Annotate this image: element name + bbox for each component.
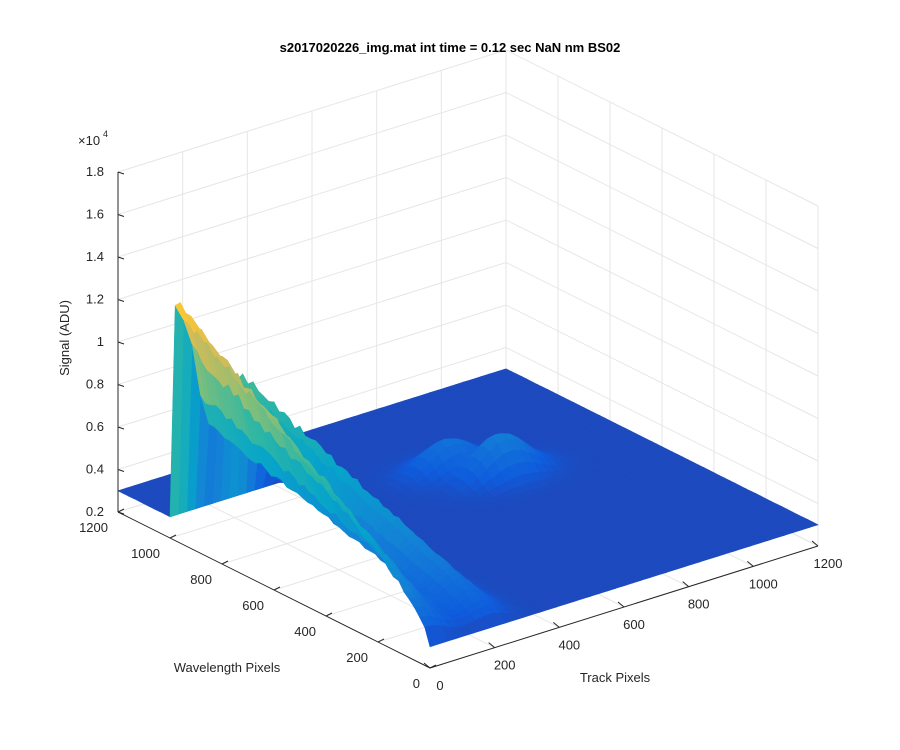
y-tick-mark bbox=[429, 664, 437, 669]
z-tick-mark bbox=[117, 214, 125, 217]
x-tick-mark bbox=[488, 642, 495, 649]
y-tick-label: 600 bbox=[242, 598, 264, 613]
z-exponent-label: ×10 4 bbox=[78, 129, 108, 148]
z-tick-mark bbox=[117, 299, 125, 302]
y-tick-mark bbox=[169, 534, 177, 539]
x-tick-label: 200 bbox=[494, 658, 516, 673]
x-axis-label: Track Pixels bbox=[580, 670, 651, 685]
x-tick-label: 400 bbox=[558, 637, 580, 652]
z-tick-mark bbox=[117, 256, 125, 260]
z-tick-label: 0.4 bbox=[86, 462, 104, 477]
x-tick-mark bbox=[682, 581, 689, 588]
y-tick-label: 400 bbox=[294, 624, 316, 639]
x-tick-mark bbox=[617, 601, 625, 608]
chart-title: s2017020226_img.mat int time = 0.12 sec … bbox=[280, 40, 621, 55]
y-tick-mark bbox=[117, 508, 125, 513]
x-tick-label: 0 bbox=[436, 678, 443, 693]
svg-text:4: 4 bbox=[103, 129, 108, 139]
z-axis-label: Signal (ADU) bbox=[57, 300, 72, 376]
grid-line bbox=[117, 219, 819, 377]
x-tick-label: 800 bbox=[688, 597, 710, 612]
axes-frame bbox=[117, 171, 819, 669]
grid-line bbox=[117, 261, 819, 419]
z-tick-label: 1.2 bbox=[86, 292, 104, 307]
y-tick-label: 1200 bbox=[79, 520, 108, 535]
surface-patch bbox=[424, 624, 439, 648]
x-tick-label: 600 bbox=[623, 617, 645, 632]
x-tick-mark bbox=[553, 621, 560, 628]
z-tick-mark bbox=[117, 341, 125, 345]
y-tick-mark bbox=[221, 560, 229, 565]
z-tick-label: 1 bbox=[97, 334, 104, 349]
z-tick-label: 1.4 bbox=[86, 249, 104, 264]
z-tick-mark bbox=[117, 469, 125, 472]
z-tick-mark bbox=[117, 426, 125, 430]
y-tick-label: 1000 bbox=[131, 546, 160, 561]
x-tick-label: 1200 bbox=[814, 556, 843, 571]
tick-labels: 0 200 400 600 800 1000 1200 0 200 400 600 800 1000 12… bbox=[79, 164, 842, 693]
y-tick-mark bbox=[325, 612, 333, 617]
x-tick-mark bbox=[747, 560, 754, 567]
z-tick-label: 0.6 bbox=[86, 419, 104, 434]
y-tick-mark bbox=[377, 638, 385, 643]
y-tick-label: 800 bbox=[190, 572, 212, 587]
y-axis-label: Wavelength Pixels bbox=[174, 660, 281, 675]
x-tick-label: 1000 bbox=[749, 576, 778, 591]
y-tick-mark bbox=[273, 586, 281, 591]
z-tick-label: 1.8 bbox=[86, 164, 104, 179]
z-tick-mark bbox=[117, 511, 125, 515]
grid-line bbox=[117, 176, 819, 334]
x-tick-mark bbox=[811, 540, 819, 547]
z-tick-label: 0.2 bbox=[86, 504, 104, 519]
grid-line bbox=[117, 49, 819, 207]
z-tick-mark bbox=[117, 171, 125, 175]
z-tick-label: 0.8 bbox=[86, 377, 104, 392]
grid-line bbox=[117, 91, 819, 249]
grid-line bbox=[117, 134, 819, 292]
z-tick-label: 1.6 bbox=[86, 207, 104, 222]
y-tick-label: 200 bbox=[346, 650, 368, 665]
x-tick-mark bbox=[423, 662, 431, 669]
svg-text:×10: ×10 bbox=[78, 133, 100, 148]
surface-mesh bbox=[117, 302, 819, 648]
z-tick-mark bbox=[117, 384, 125, 387]
y-tick-label: 0 bbox=[413, 676, 420, 691]
